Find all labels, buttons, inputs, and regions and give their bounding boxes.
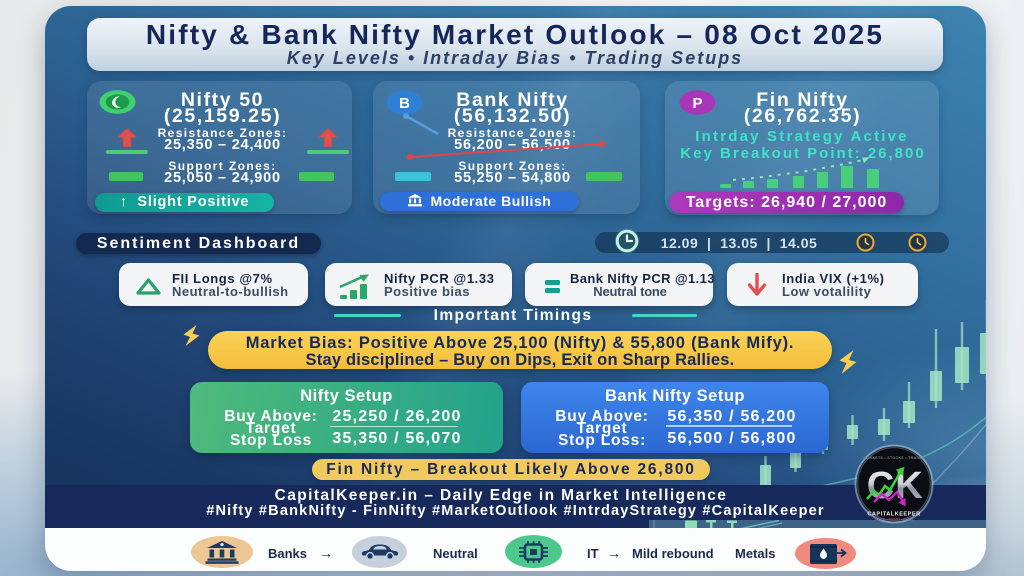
svg-text:CAPITALKEEPER: CAPITALKEEPER (867, 512, 920, 518)
svg-text:TRADE • INVEST • GROW: TRADE • INVEST • GROW (875, 518, 913, 522)
svg-text:MARKETS • STOCKS • TRADES: MARKETS • STOCKS • TRADES (863, 456, 925, 460)
svg-text:B: B (399, 95, 410, 112)
svg-text:C: C (867, 465, 894, 507)
svg-text:P: P (692, 95, 702, 112)
